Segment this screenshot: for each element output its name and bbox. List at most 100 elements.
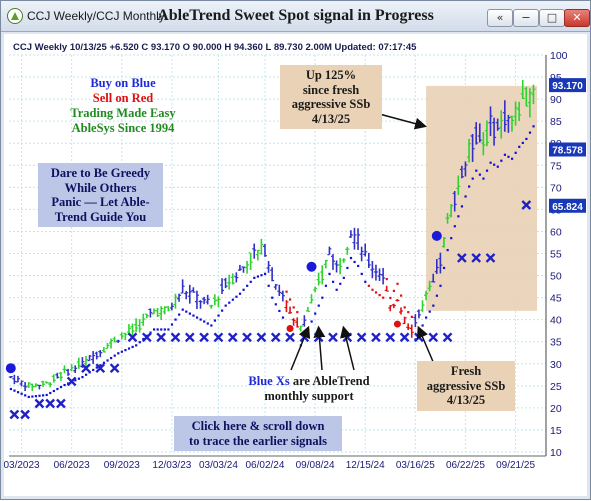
y-tick-label: 60 bbox=[550, 226, 562, 238]
y-tick-label: 90 bbox=[550, 94, 562, 106]
stop-dot bbox=[331, 280, 335, 283]
scroll-history-link[interactable]: Click here & scroll down to trace the ea… bbox=[174, 416, 342, 451]
fresh-signal-callout: Fresh aggressive SSb 4/13/25 bbox=[417, 361, 515, 411]
y-tick-label: 45 bbox=[550, 293, 562, 305]
monthly-support-x bbox=[109, 363, 120, 374]
stop-dot bbox=[278, 309, 281, 313]
blue-xs-highlight: Blue Xs bbox=[248, 374, 290, 388]
blue-xs-line-1: Blue Xs are AbleTrend bbox=[244, 374, 374, 389]
stop-dot bbox=[249, 280, 252, 283]
legend-sell: Sell on Red bbox=[92, 91, 154, 105]
legend-since: AbleSys Since 1994 bbox=[71, 121, 175, 135]
stop-dot bbox=[246, 284, 249, 287]
stop-dot bbox=[210, 324, 213, 327]
monthly-support-x bbox=[170, 332, 181, 343]
chart-area[interactable]: 1015202530354045505560657075808590951000… bbox=[3, 34, 587, 496]
stop-dots-layer bbox=[9, 125, 535, 399]
stop-dot bbox=[507, 155, 510, 158]
stop-dot bbox=[221, 309, 224, 312]
monthly-support-x bbox=[485, 253, 496, 263]
monthly-support-x bbox=[457, 253, 467, 263]
stop-dot bbox=[102, 361, 106, 364]
price-tag-box bbox=[549, 142, 586, 157]
stop-dot bbox=[185, 310, 188, 313]
stop-dot bbox=[34, 395, 38, 398]
stop-dot bbox=[260, 274, 263, 277]
price-bars-layer bbox=[8, 79, 536, 392]
monthly-support-x bbox=[156, 332, 166, 343]
back-arrows-button[interactable]: « bbox=[487, 9, 513, 27]
fresh-line-1: Fresh bbox=[450, 364, 482, 378]
stop-dot bbox=[242, 288, 245, 291]
quote-header-line: CCJ Weekly 10/13/25 +6.520 C 93.170 O 90… bbox=[13, 42, 417, 53]
stop-dot bbox=[253, 276, 256, 279]
stop-dot bbox=[238, 292, 242, 295]
stop-dot bbox=[63, 383, 66, 387]
y-tick-label: 85 bbox=[550, 116, 562, 128]
x-tick-label: 03/2023 bbox=[4, 460, 40, 471]
stop-dot bbox=[178, 313, 181, 316]
y-tick-label: 55 bbox=[550, 249, 562, 261]
legend-buy: Buy on Blue bbox=[90, 76, 156, 90]
greedy-line-2: While Others bbox=[64, 180, 137, 195]
monthly-support-x bbox=[34, 398, 45, 409]
stop-dot bbox=[142, 337, 145, 341]
monthly-support-x bbox=[285, 332, 295, 343]
minimize-button[interactable]: − bbox=[513, 9, 539, 27]
stop-dot bbox=[425, 316, 428, 319]
gain-callout: Up 125% since fresh aggressive SSb 4/13/… bbox=[280, 65, 382, 129]
maximize-button[interactable]: □ bbox=[539, 9, 565, 27]
stop-dot bbox=[396, 282, 399, 285]
stop-dot bbox=[31, 395, 34, 398]
stop-dot bbox=[400, 294, 403, 297]
stop-dot bbox=[464, 195, 467, 198]
stop-dot bbox=[485, 169, 489, 172]
y-tick-label: 25 bbox=[550, 381, 562, 393]
monthly-support-x bbox=[184, 332, 195, 343]
x-tick-label: 12/03/23 bbox=[152, 460, 191, 471]
stop-dot bbox=[203, 320, 206, 323]
stop-dot bbox=[382, 296, 385, 299]
stop-dot bbox=[77, 377, 81, 380]
stop-dot bbox=[263, 272, 267, 275]
stop-dot bbox=[188, 312, 191, 315]
signal-layer bbox=[5, 230, 442, 374]
stop-dot bbox=[81, 376, 84, 379]
stop-dot bbox=[235, 295, 238, 298]
stop-dot bbox=[181, 308, 184, 311]
legend-easy: Trading Made Easy bbox=[70, 106, 176, 120]
monthly-support-x bbox=[213, 332, 224, 343]
stop-dot bbox=[442, 266, 446, 270]
title-bar[interactable]: CCJ Weekly/CCJ Monthly AbleTrend Sweet S… bbox=[1, 1, 590, 32]
y-tick-label: 35 bbox=[550, 337, 562, 349]
price-chart[interactable]: 1015202530354045505560657075808590951000… bbox=[3, 34, 587, 496]
stop-dot bbox=[167, 328, 170, 331]
sell-signal-dot bbox=[393, 320, 401, 328]
monthly-support-layer bbox=[9, 200, 532, 420]
x-tick-label: 09/21/25 bbox=[496, 460, 535, 471]
stop-dot bbox=[152, 328, 156, 331]
stop-dot bbox=[364, 280, 367, 283]
fresh-line-2: aggressive SSb bbox=[426, 378, 506, 393]
app-logo-icon bbox=[7, 8, 23, 24]
monthly-support-x bbox=[56, 398, 66, 409]
stop-dot bbox=[417, 332, 421, 335]
y-tick-label: 10 bbox=[550, 447, 562, 459]
stop-dot bbox=[256, 275, 260, 278]
monthly-support-x bbox=[356, 332, 367, 343]
close-button[interactable]: ✕ bbox=[564, 9, 590, 27]
stop-dot bbox=[482, 177, 485, 180]
stop-dot bbox=[493, 163, 496, 166]
stop-dot bbox=[500, 159, 503, 162]
monthly-support-x bbox=[428, 332, 439, 343]
stop-dot bbox=[195, 316, 199, 319]
y-tick-label: 100 bbox=[550, 50, 568, 62]
stop-dot bbox=[378, 293, 381, 297]
gain-line-2: since fresh bbox=[302, 82, 360, 97]
stop-dot bbox=[357, 264, 360, 268]
stop-dot bbox=[84, 373, 88, 376]
y-tick-label: 95 bbox=[550, 72, 562, 84]
stop-dot bbox=[518, 145, 521, 148]
stop-dot bbox=[321, 296, 324, 299]
